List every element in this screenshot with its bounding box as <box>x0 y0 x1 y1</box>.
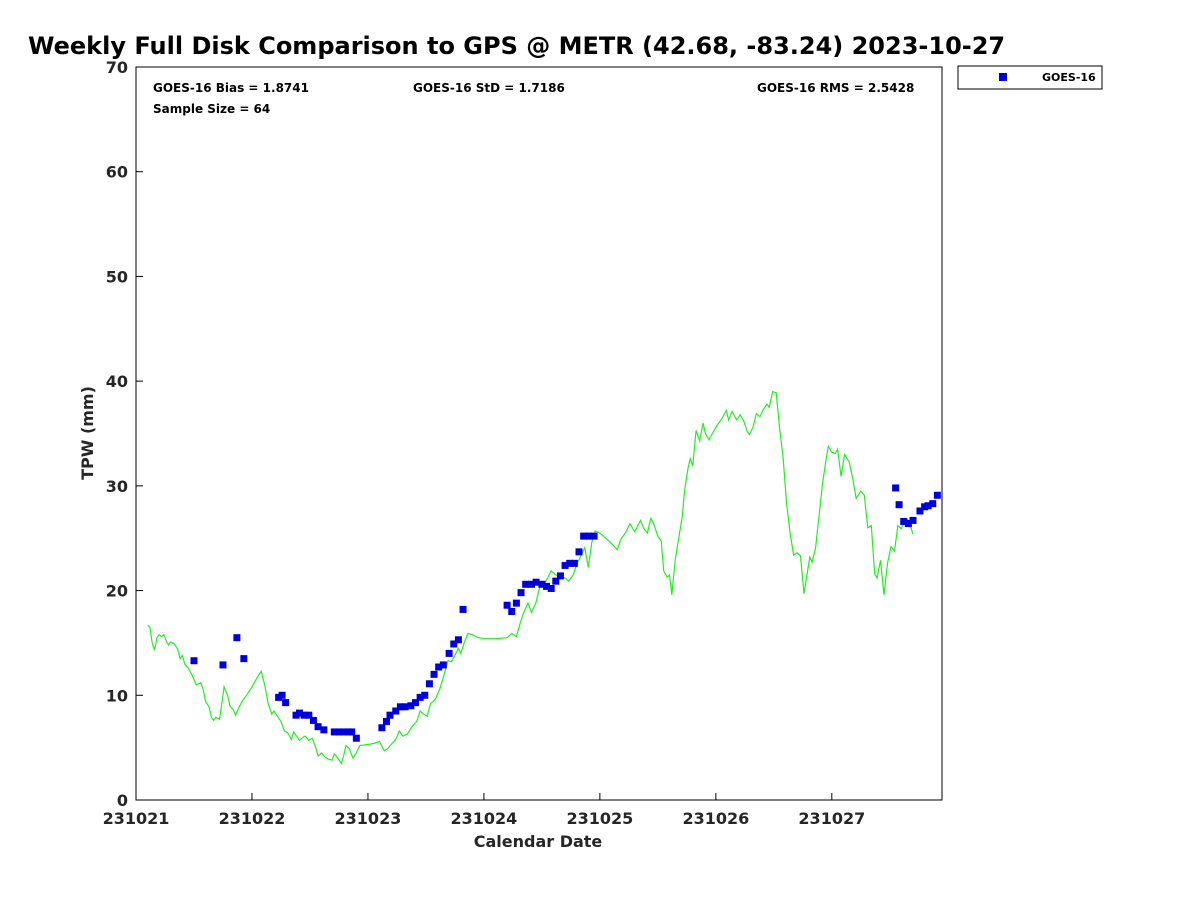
goes-point <box>425 680 433 688</box>
y-tick-label: 30 <box>106 477 128 496</box>
goes-point <box>904 520 912 528</box>
goes-point <box>532 578 540 586</box>
goes-point <box>895 501 903 509</box>
y-tick-label: 60 <box>106 163 128 182</box>
plot-frame <box>135 66 943 801</box>
gps-series-line <box>147 390 914 765</box>
x-axis: 231021 231022 231023 231024 231025 231026 2310… <box>103 793 865 828</box>
goes-point <box>454 636 462 644</box>
goes-point <box>396 703 404 711</box>
goes-point <box>309 716 317 724</box>
goes-point <box>314 723 322 731</box>
goes-point <box>916 507 924 515</box>
y-tick-label: 50 <box>106 267 128 286</box>
goes-point <box>929 500 937 508</box>
x-tick-label: 231022 <box>219 809 286 828</box>
goes-point <box>407 702 415 710</box>
goes-point <box>575 548 583 556</box>
goes-point <box>517 589 525 597</box>
goes-point <box>450 640 458 648</box>
x-tick-label: 231024 <box>451 809 518 828</box>
goes-point <box>924 502 932 510</box>
goes-point <box>503 601 511 609</box>
bias-stat: GOES-16 Bias = 1.8741 <box>153 81 309 95</box>
goes-point <box>543 582 551 590</box>
goes-point <box>585 532 593 540</box>
x-tick-label: 231027 <box>798 809 865 828</box>
chart-title: Weekly Full Disk Comparison to GPS @ MET… <box>28 32 1005 60</box>
goes-point <box>421 691 429 699</box>
goes-point <box>296 709 304 717</box>
goes-point <box>900 517 908 525</box>
x-tick-label: 231023 <box>335 809 402 828</box>
goes-point <box>570 559 578 567</box>
goes-point <box>233 634 241 642</box>
goes-point <box>933 491 941 499</box>
goes-point <box>590 532 598 540</box>
goes-point <box>552 577 560 585</box>
goes-point <box>538 580 546 588</box>
goes-point <box>330 728 338 736</box>
goes-point <box>556 572 564 580</box>
goes-point <box>439 661 447 669</box>
goes-point <box>240 655 248 663</box>
y-tick-label: 40 <box>106 372 128 391</box>
goes-point <box>340 728 348 736</box>
legend-label: GOES-16 <box>1042 71 1096 84</box>
goes-point <box>580 532 588 540</box>
legend-marker <box>999 73 1007 81</box>
goes-points-layer <box>190 484 941 742</box>
goes-point <box>348 728 356 736</box>
goes-point <box>527 580 535 588</box>
goes-point <box>508 608 516 616</box>
goes-point <box>392 707 400 715</box>
goes-point <box>382 717 390 725</box>
goes-point <box>459 605 467 613</box>
goes-point <box>320 726 328 734</box>
x-tick-label: 231021 <box>103 809 170 828</box>
goes-point <box>378 724 386 732</box>
goes-point <box>909 516 917 524</box>
y-axis-label: TPW (mm) <box>78 386 97 480</box>
gps-line-layer <box>147 390 914 765</box>
y-tick-label: 20 <box>106 582 128 601</box>
goes-point <box>561 561 569 569</box>
goes-point <box>305 711 313 719</box>
std-stat: GOES-16 StD = 1.7186 <box>413 81 565 95</box>
goes-point <box>435 663 443 671</box>
y-tick-label: 70 <box>106 58 128 77</box>
goes-point <box>300 711 308 719</box>
y-axis: 0 10 20 30 40 50 60 70 <box>106 58 143 810</box>
goes-point <box>547 584 555 592</box>
goes-point <box>430 670 438 678</box>
goes-point <box>522 580 530 588</box>
goes-point <box>416 693 424 701</box>
legend: GOES-16 <box>957 65 1103 90</box>
goes-point <box>566 559 574 567</box>
x-tick-label: 231026 <box>682 809 749 828</box>
goes-point <box>892 484 900 492</box>
x-tick-label: 231025 <box>566 809 633 828</box>
goes-point <box>190 657 198 665</box>
goes-point <box>335 728 343 736</box>
y-tick-label: 0 <box>117 791 128 810</box>
x-axis-label: Calendar Date <box>474 832 603 851</box>
rms-stat: GOES-16 RMS = 2.5428 <box>757 81 914 95</box>
goes-point <box>219 661 227 669</box>
y-tick-label: 10 <box>106 686 128 705</box>
goes-point <box>445 649 453 657</box>
goes-point <box>278 691 286 699</box>
goes-point <box>411 699 419 707</box>
legend-box <box>957 65 1103 90</box>
goes-point <box>352 734 360 742</box>
goes-point <box>512 599 520 607</box>
goes-point <box>401 703 409 711</box>
sample-size-stat: Sample Size = 64 <box>153 102 270 116</box>
goes-point <box>386 711 394 719</box>
goes-point <box>282 699 290 707</box>
